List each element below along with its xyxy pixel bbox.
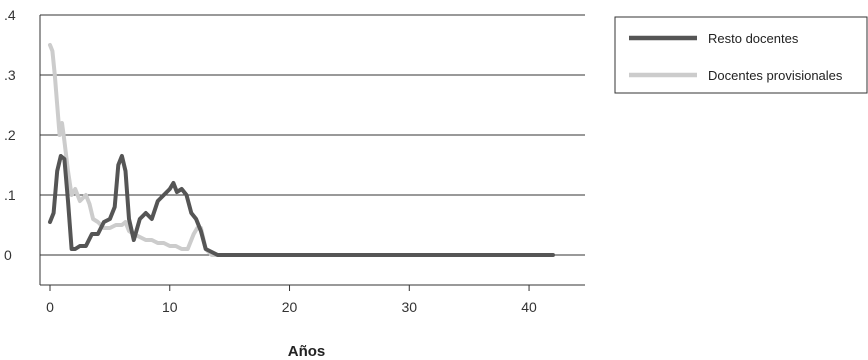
- y-tick-label: .2: [4, 127, 16, 143]
- y-axis-ticks: 0 .1 .2 .3 .4: [4, 7, 16, 263]
- y-tick-label: .4: [4, 7, 16, 23]
- x-tick-label: 30: [401, 299, 417, 315]
- legend-label-resto-docentes: Resto docentes: [708, 31, 799, 46]
- y-tick-label: .3: [4, 67, 16, 83]
- legend-label-docentes-provisionales: Docentes provisionales: [708, 68, 843, 83]
- x-tick-label: 0: [46, 299, 54, 315]
- x-axis-title: Años: [288, 343, 326, 360]
- y-tick-label: 0: [4, 247, 12, 263]
- x-tick-label: 40: [521, 299, 537, 315]
- series-lines: [48, 43, 555, 257]
- x-tick-label: 10: [162, 299, 178, 315]
- axes: [39, 15, 585, 286]
- series-line-resto-docentes: [48, 154, 555, 257]
- series-line-docentes-provisionales: [48, 43, 520, 257]
- x-axis-ticks: 0 10 20 30 40: [46, 285, 537, 315]
- x-tick-label: 20: [282, 299, 298, 315]
- gridlines: [40, 14, 585, 256]
- legend-box: [614, 16, 868, 94]
- legend: Resto docentes Docentes provisionales: [614, 16, 868, 94]
- y-tick-label: .1: [4, 187, 16, 203]
